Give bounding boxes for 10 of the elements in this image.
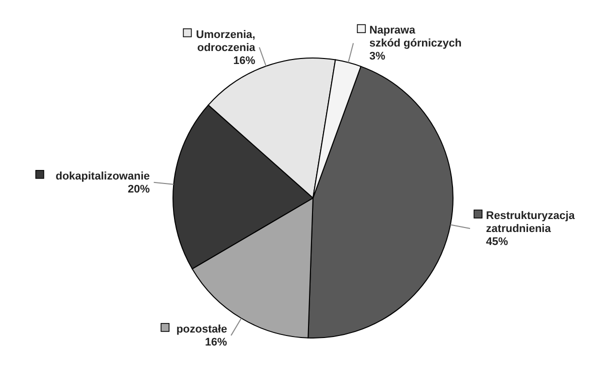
- legend-label: Umorzenia, odroczenia: [196, 28, 256, 54]
- legend-label: Naprawa szkód górniczych: [369, 24, 462, 50]
- legend-label: dokapitalizowanie: [56, 170, 150, 182]
- data-label: 45%: [486, 236, 508, 248]
- data-label: 3%: [369, 50, 386, 63]
- data-label: 16%: [233, 54, 256, 67]
- legend-label: pozostałe: [176, 323, 228, 336]
- legend-label: Restrukturyzacja zatrudnienia: [486, 210, 576, 236]
- data-label: 16%: [205, 336, 228, 348]
- data-label: 20%: [128, 183, 150, 196]
